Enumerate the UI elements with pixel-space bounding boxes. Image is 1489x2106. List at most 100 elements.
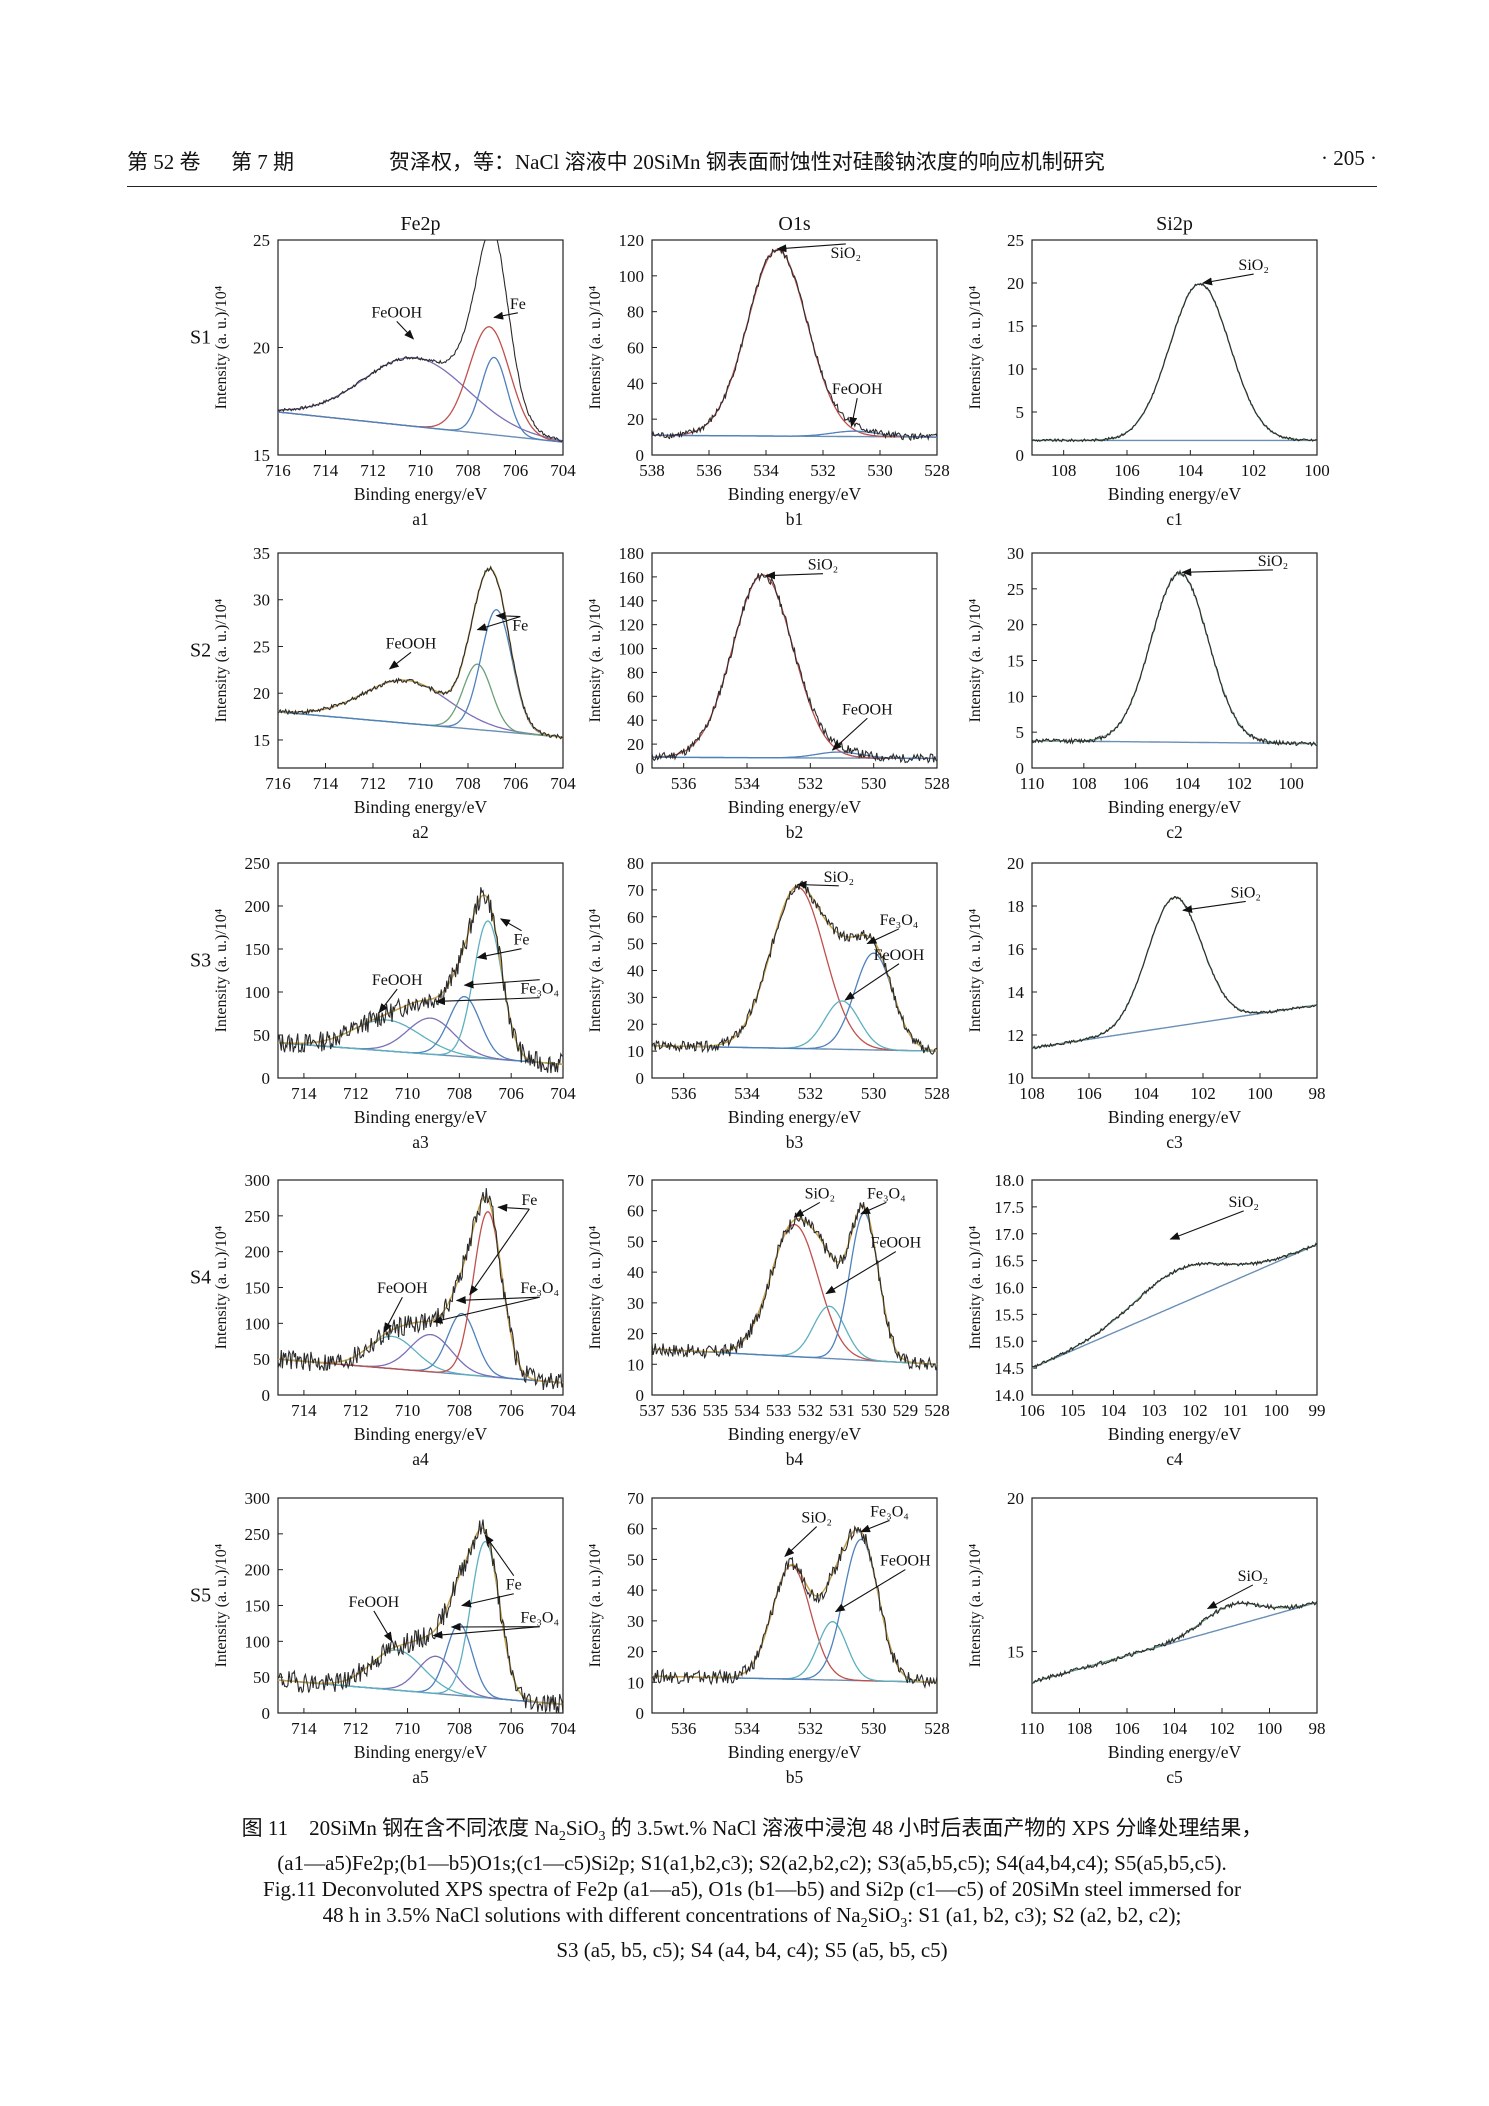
x-tick-label: 110 xyxy=(1020,1719,1045,1738)
plot-frame xyxy=(277,552,564,769)
y-axis-label: Intensity (a. u.)/10⁴ xyxy=(967,1543,984,1667)
x-tick-label: 105 xyxy=(1060,1401,1086,1420)
x-tick-label: 534 xyxy=(753,461,779,480)
plot-frame xyxy=(1031,1179,1318,1396)
plot-frame xyxy=(1031,239,1318,456)
y-tick-label: 60 xyxy=(627,908,644,927)
x-tick-label: 704 xyxy=(550,774,576,793)
y-tick-label: 10 xyxy=(627,1673,644,1692)
annotation-label: Fe xyxy=(510,296,526,313)
panel-b2: 536 534 532 530 528 0 20 40 60 80 100 120 140 160 180 B… xyxy=(587,544,950,842)
panel-a5: 714 712 710 708 706 704 0 50 100 150 200 250 300 Bind… xyxy=(213,1489,576,1787)
annotation-arrow xyxy=(831,717,868,751)
y-tick-label: 10 xyxy=(627,1355,644,1374)
x-tick-label: 98 xyxy=(1309,1084,1326,1103)
x-tick-label: 108 xyxy=(1051,461,1077,480)
envelope-curve xyxy=(277,567,564,738)
y-tick-label: 14.0 xyxy=(994,1386,1024,1405)
y-tick-label: 25 xyxy=(1007,580,1024,599)
raw-spectrum xyxy=(277,1188,564,1390)
x-tick-label: 106 xyxy=(1076,1084,1102,1103)
background-line xyxy=(1031,1243,1318,1369)
y-tick-label: 5 xyxy=(1016,723,1025,742)
y-tick-label: 10 xyxy=(1007,1069,1024,1088)
y-tick-label: 15.5 xyxy=(994,1305,1024,1324)
annotation-arrow xyxy=(373,1610,393,1643)
panel-label-a5: a5 xyxy=(412,1767,429,1787)
x-tick-label: 100 xyxy=(1247,1084,1273,1103)
annotation-arrow xyxy=(455,1296,540,1305)
annotation-label: FeOOH xyxy=(386,635,437,652)
x-tick-label: 536 xyxy=(671,1084,697,1103)
annotation-label: SiO₂ xyxy=(1258,553,1288,570)
x-axis-label: Binding energy/eV xyxy=(354,1742,488,1762)
plot-frame xyxy=(1031,552,1318,769)
fitted-peak-2 xyxy=(277,663,564,738)
fitted-peak-1 xyxy=(1031,896,1318,1049)
panel-c3: 108 106 104 102 100 98 10 12 14 16 18 20 Binding ene… xyxy=(967,854,1326,1152)
y-tick-label: 200 xyxy=(245,1243,271,1262)
annotation-arrow xyxy=(776,243,846,253)
x-tick-label: 712 xyxy=(360,774,386,793)
x-tick-label: 104 xyxy=(1175,774,1201,793)
annotation-label: FeOOH xyxy=(372,972,423,989)
plot-frame xyxy=(277,239,564,456)
y-tick-label: 100 xyxy=(245,1314,271,1333)
column-title-o1s: O1s xyxy=(778,213,810,235)
annotation-arrow xyxy=(432,1296,540,1324)
y-tick-label: 0 xyxy=(1016,446,1025,465)
y-tick-label: 20 xyxy=(627,735,644,754)
x-tick-label: 532 xyxy=(798,1719,824,1738)
y-tick-label: 17.0 xyxy=(994,1225,1024,1244)
annotation-label: Fe₃O₄ xyxy=(520,1280,559,1297)
annotation-arrow xyxy=(860,1519,890,1533)
y-tick-label: 60 xyxy=(627,1202,644,1221)
panel-label-c2: c2 xyxy=(1166,822,1183,842)
x-tick-label: 706 xyxy=(503,774,529,793)
annotation-arrow xyxy=(1169,1210,1244,1240)
header-page-number: · 205 · xyxy=(1321,146,1377,170)
y-tick-label: 18 xyxy=(1007,897,1024,916)
caption-cn-line-2: (a1—a5)Fe2p;(b1—b5)O1s;(c1—c5)Si2p; S1(a… xyxy=(277,1851,1227,1876)
fitted-peak-1 xyxy=(652,249,937,438)
panel-b1: 538 536 534 532 530 528 0 20 40 60 80 100 120 Binding… xyxy=(587,231,950,529)
envelope-curve xyxy=(651,1205,938,1366)
plot-frame xyxy=(1031,1497,1318,1714)
x-tick-label: 534 xyxy=(734,774,760,793)
y-tick-label: 100 xyxy=(245,1632,271,1651)
annotation-label: SiO₂ xyxy=(801,1510,831,1527)
annotation-arrow xyxy=(432,1626,540,1639)
row-label-s5: S5 xyxy=(190,1585,211,1607)
fitted-peak-1 xyxy=(1032,572,1317,745)
x-tick-label: 704 xyxy=(550,1401,576,1420)
figure-caption: 图 11 20SiMn 钢在含不同浓度 Na2SiO3 的 3.5wt.% Na… xyxy=(127,1815,1377,1963)
annotation-arrow xyxy=(499,918,522,932)
x-axis-label: Binding energy/eV xyxy=(1108,797,1242,817)
annotation-label: Fe₃O₄ xyxy=(880,912,919,929)
x-tick-label: 530 xyxy=(861,1084,887,1103)
x-tick-label: 706 xyxy=(498,1719,524,1738)
x-tick-label: 536 xyxy=(671,1401,697,1420)
y-axis-label: Intensity (a. u.)/10⁴ xyxy=(587,1543,604,1667)
x-tick-label: 530 xyxy=(861,1719,887,1738)
panel-label-c4: c4 xyxy=(1166,1449,1183,1469)
panel-label-b2: b2 xyxy=(786,822,804,842)
panel-a2: 716 714 712 710 708 706 704 15 20 25 30 35 Binding e… xyxy=(213,544,576,842)
row-label-s2: S2 xyxy=(190,640,211,662)
y-tick-label: 40 xyxy=(627,711,644,730)
y-tick-label: 14 xyxy=(1007,983,1025,1002)
annotation-label: SiO₂ xyxy=(1231,884,1261,901)
x-axis-label: Binding energy/eV xyxy=(1108,1424,1242,1444)
x-tick-label: 704 xyxy=(550,1719,576,1738)
x-tick-label: 106 xyxy=(1123,774,1149,793)
panel-b3: 536 534 532 530 528 0 10 20 30 40 50 60 70 80 Binding … xyxy=(587,854,950,1152)
annotation-label: Fe₃O₄ xyxy=(867,1185,906,1202)
y-tick-label: 150 xyxy=(245,940,271,959)
annotation-label: SiO₂ xyxy=(824,869,854,886)
x-tick-label: 532 xyxy=(798,1084,824,1103)
y-tick-label: 100 xyxy=(245,983,271,1002)
y-tick-label: 60 xyxy=(627,339,644,358)
x-tick-label: 104 xyxy=(1101,1401,1127,1420)
annotation-arrow xyxy=(476,616,521,631)
